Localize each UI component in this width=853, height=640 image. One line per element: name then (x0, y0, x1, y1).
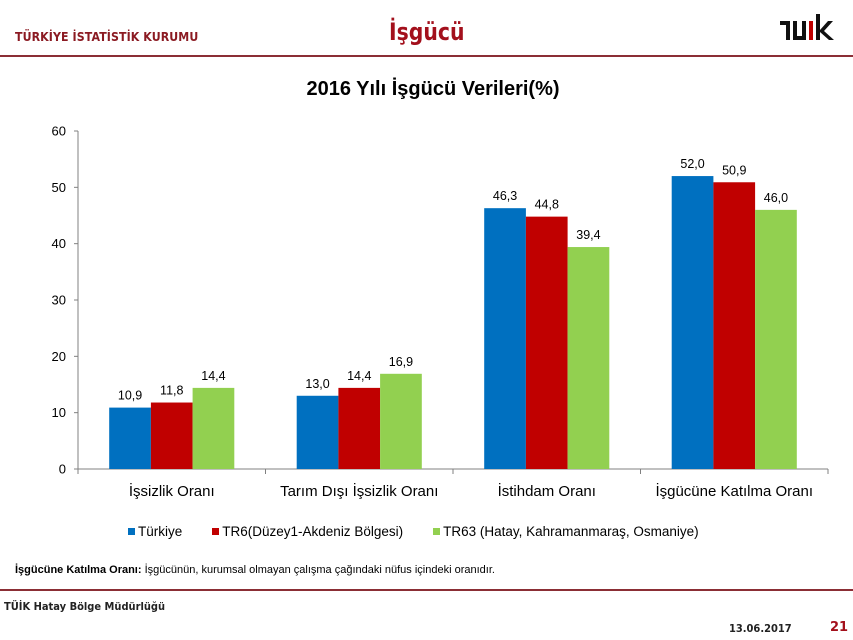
bar (192, 387, 235, 469)
bar (338, 387, 381, 469)
legend-swatch (212, 528, 220, 535)
bar (484, 208, 526, 469)
legend-label: TR6(Düzey1-Akdeniz Bölgesi) (222, 524, 404, 539)
legend-swatch (433, 528, 441, 535)
y-tick-label: 20 (52, 349, 66, 364)
data-label: 44,8 (535, 198, 559, 212)
chart-labels: 0 10 20 30 40 50 60 İşsizlik Oranı Tarım Dışı İş… (52, 124, 814, 501)
y-tick-label: 0 (59, 462, 66, 477)
page-title: İşgücü (389, 18, 465, 46)
data-label: 46,0 (764, 191, 788, 205)
y-tick-label: 60 (52, 124, 66, 139)
organization-name: TÜRKİYE İSTATİSTİK KURUMU (15, 29, 199, 44)
header-divider (0, 55, 853, 57)
y-tick-label: 40 (52, 236, 66, 251)
x-category-label: İşsizlik Oranı (129, 482, 215, 500)
data-label: 46,3 (493, 189, 517, 203)
chart-bars (109, 176, 797, 470)
footer-date: 13.06.2017 (729, 622, 792, 635)
data-label: 50,9 (722, 163, 746, 177)
chart-legend: Türkiye TR6(Düzey1-Akdeniz Bölgesi) TR63 (… (128, 524, 729, 539)
data-label: 14,4 (347, 369, 371, 383)
data-label: 13,0 (305, 377, 329, 391)
page-number: 21 (830, 620, 849, 635)
legend-item: TR6(Düzey1-Akdeniz Bölgesi) (212, 524, 403, 539)
bar (150, 402, 193, 469)
data-label: 39,4 (576, 228, 600, 242)
data-label: 16,9 (389, 355, 413, 369)
legend-item: Türkiye (128, 524, 182, 539)
note-definition: İşgücünün, kurumsal olmayan çalışma çağı… (141, 564, 495, 576)
y-tick-label: 30 (52, 293, 66, 308)
legend-label: Türkiye (138, 524, 183, 539)
data-label: 52,0 (680, 157, 704, 171)
footer-organization: TÜİK Hatay Bölge Müdürlüğü (4, 600, 166, 613)
chart-title: 2016 Yılı İşgücü Verileri(%) (306, 78, 560, 100)
legend-swatch (128, 528, 135, 535)
x-category-label: İşgücüne Katılma Oranı (655, 482, 813, 500)
definition-note: İşgücüne Katılma Oranı: İşgücünün, kurum… (15, 564, 495, 576)
bar-chart: 0 10 20 30 40 50 60 İşsizlik Oranı Tarım Dışı İş… (52, 124, 829, 501)
note-term: İşgücüne Katılma Oranı: (15, 564, 142, 576)
legend-label: TR63 (Hatay, Kahramanmaraş, Osmaniye) (443, 524, 699, 539)
data-label: 11,8 (160, 384, 183, 398)
footer-divider (0, 589, 853, 591)
bar (755, 209, 797, 469)
bar (671, 176, 714, 470)
bar (296, 395, 339, 469)
bar (525, 216, 568, 469)
bar (567, 247, 610, 469)
x-category-label: İstihdam Oranı (498, 482, 596, 500)
bar (380, 373, 422, 469)
y-tick-label: 50 (52, 180, 66, 195)
bar (109, 407, 151, 469)
tuik-logo (780, 14, 834, 40)
data-label: 10,9 (118, 389, 142, 403)
bar (713, 182, 756, 469)
data-label: 14,4 (201, 369, 225, 383)
x-category-label: Tarım Dışı İşsizlik Oranı (280, 482, 438, 500)
legend-item: TR63 (Hatay, Kahramanmaraş, Osmaniye) (433, 524, 699, 539)
y-tick-label: 10 (52, 405, 66, 420)
